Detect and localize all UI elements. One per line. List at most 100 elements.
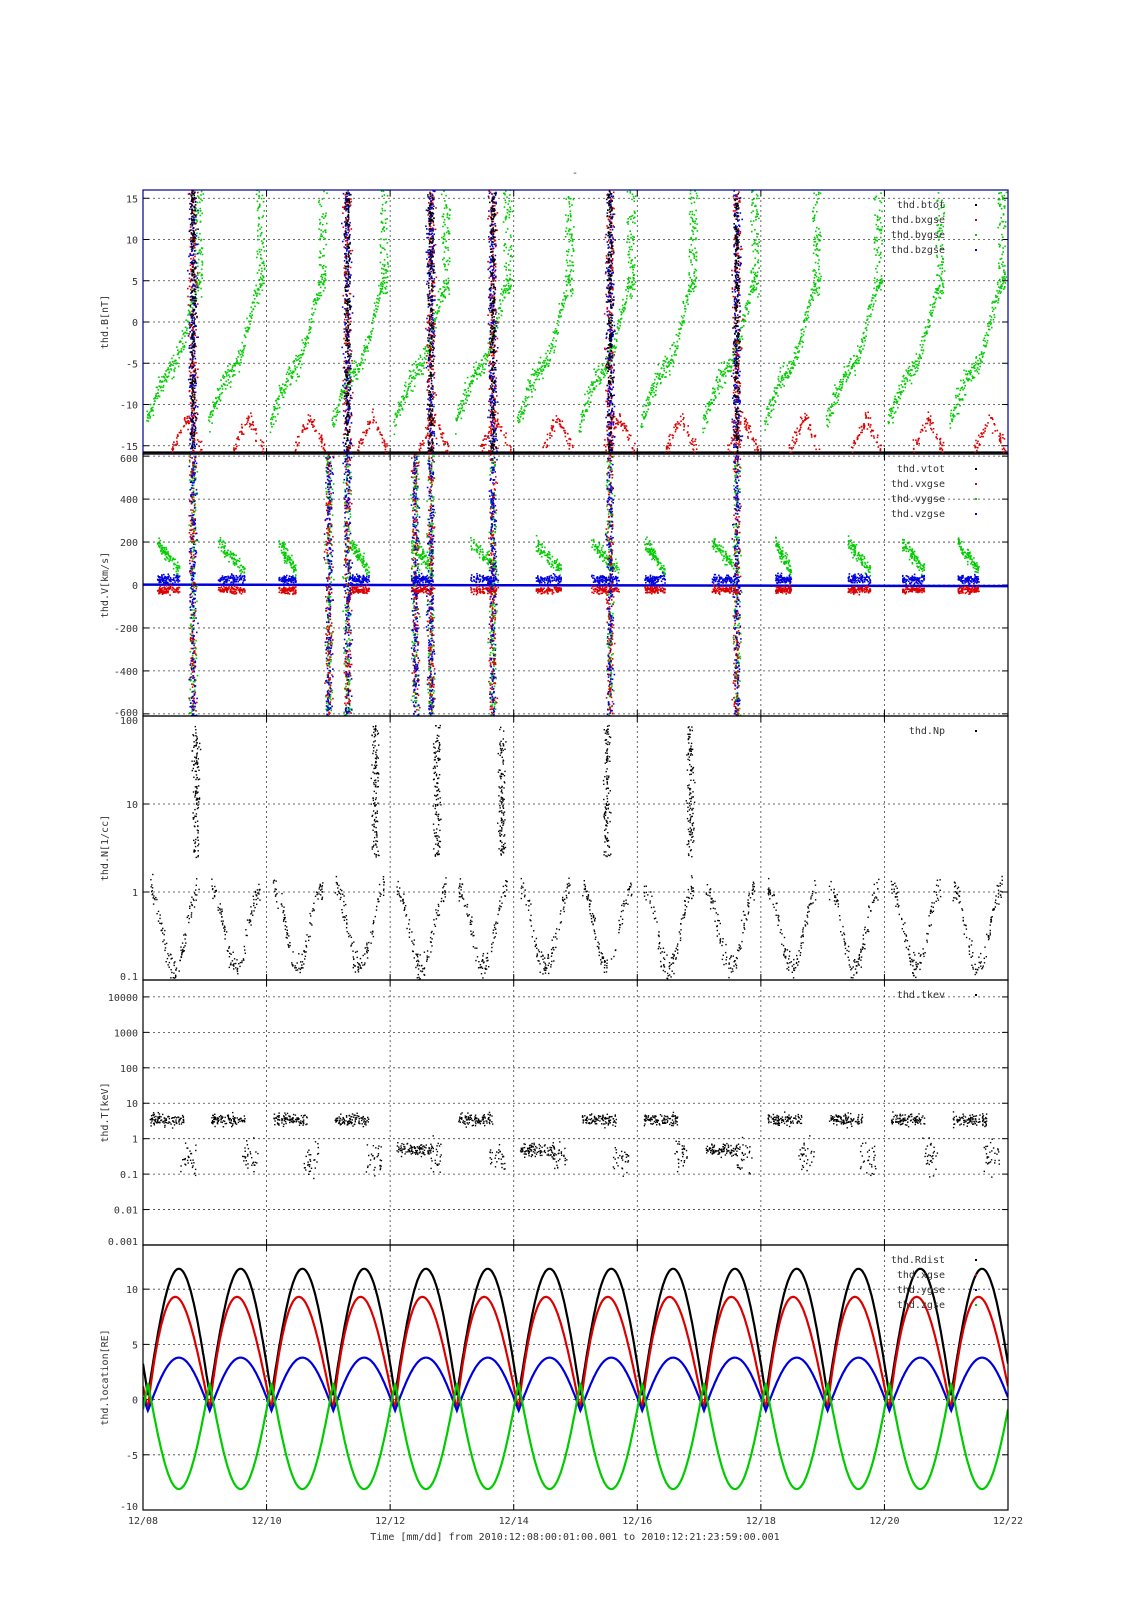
- data-point: [695, 209, 697, 212]
- data-point: [241, 353, 243, 355]
- data-point: [813, 283, 816, 285]
- data-point: [567, 214, 570, 217]
- data-point: [693, 255, 696, 258]
- data-point: [963, 387, 966, 389]
- data-point: [315, 303, 318, 305]
- data-point: [618, 319, 620, 321]
- data-point: [678, 338, 681, 340]
- data-point: [828, 421, 831, 424]
- data-point: [754, 263, 757, 266]
- data-point: [394, 414, 397, 416]
- data-point: [842, 381, 844, 383]
- data-point: [675, 354, 677, 356]
- data-point: [350, 329, 352, 331]
- data-point: [976, 449, 978, 452]
- data-point: [428, 422, 431, 424]
- data-point: [918, 437, 920, 440]
- data-point: [695, 255, 698, 258]
- data-point: [864, 327, 867, 330]
- data-point: [941, 179, 943, 181]
- data-point: [252, 424, 255, 427]
- data-point: [286, 371, 289, 373]
- data-point: [233, 448, 235, 451]
- data-point: [149, 403, 152, 406]
- data-point: [447, 442, 449, 445]
- data-point: [188, 312, 190, 315]
- data-point: [276, 398, 279, 400]
- data-point: [428, 437, 430, 440]
- data-point: [753, 188, 755, 190]
- data-point: [689, 223, 692, 225]
- data-point: [816, 234, 818, 237]
- data-point: [630, 286, 633, 289]
- data-point: [628, 285, 630, 288]
- data-point: [199, 232, 201, 235]
- data-point: [354, 371, 356, 374]
- data-point: [912, 365, 914, 367]
- data-point: [941, 448, 944, 451]
- data-point: [750, 270, 753, 272]
- data-point: [444, 238, 446, 241]
- data-point: [295, 358, 297, 360]
- data-point: [425, 437, 427, 439]
- data-point: [249, 312, 252, 315]
- data-point: [349, 375, 351, 378]
- data-point: [609, 348, 612, 350]
- data-point: [689, 192, 692, 195]
- data-point: [324, 277, 326, 280]
- data-point: [447, 443, 449, 446]
- data-point: [569, 270, 572, 273]
- data-point: [256, 272, 259, 274]
- data-point: [300, 356, 302, 359]
- data-point: [164, 373, 166, 375]
- data-point: [833, 401, 836, 404]
- data-point: [690, 443, 692, 445]
- data-point: [1002, 282, 1004, 285]
- data-point: [892, 416, 895, 419]
- data-point: [202, 193, 205, 195]
- data-point: [987, 323, 989, 325]
- data-point: [369, 420, 371, 423]
- data-point: [520, 413, 522, 416]
- data-point: [628, 241, 631, 244]
- data-point: [937, 239, 940, 241]
- data-point: [570, 237, 573, 239]
- data-point: [816, 247, 818, 250]
- data-point: [984, 340, 986, 342]
- data-point: [558, 316, 560, 319]
- data-point: [694, 227, 697, 229]
- data-point: [801, 328, 804, 330]
- data-point: [379, 297, 381, 299]
- data-point: [942, 248, 944, 250]
- data-point: [939, 438, 941, 441]
- data-point: [302, 424, 305, 426]
- data-point: [436, 304, 439, 306]
- data-point: [196, 376, 199, 379]
- data-point: [942, 170, 944, 172]
- data-point: [552, 345, 554, 348]
- data-point: [939, 181, 941, 183]
- data-point: [627, 287, 630, 290]
- data-point: [255, 440, 257, 442]
- data-point: [653, 382, 656, 384]
- data-point: [517, 417, 519, 420]
- data-point: [352, 391, 354, 394]
- data-point: [437, 290, 440, 293]
- y-tick-label: -10: [120, 401, 138, 412]
- data-point: [148, 411, 151, 414]
- data-point: [258, 279, 261, 281]
- data-point: [691, 437, 694, 440]
- data-point: [258, 217, 261, 220]
- data-point: [258, 184, 260, 186]
- data-point: [194, 177, 196, 179]
- data-point: [250, 428, 253, 431]
- data-point: [165, 370, 167, 372]
- data-point: [524, 398, 527, 400]
- data-point: [695, 237, 697, 239]
- data-point: [340, 393, 342, 396]
- data-point: [442, 432, 445, 435]
- data-point: [551, 435, 553, 437]
- data-point: [686, 431, 689, 433]
- data-point: [430, 346, 433, 348]
- data-point: [567, 432, 569, 435]
